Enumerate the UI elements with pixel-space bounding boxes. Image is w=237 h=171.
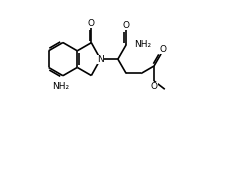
- Text: O: O: [88, 19, 95, 28]
- Text: NH₂: NH₂: [134, 40, 151, 49]
- Text: N: N: [97, 55, 104, 64]
- Text: NH₂: NH₂: [52, 82, 70, 91]
- Text: O: O: [160, 45, 166, 54]
- Text: O: O: [150, 82, 158, 91]
- Text: O: O: [123, 21, 130, 30]
